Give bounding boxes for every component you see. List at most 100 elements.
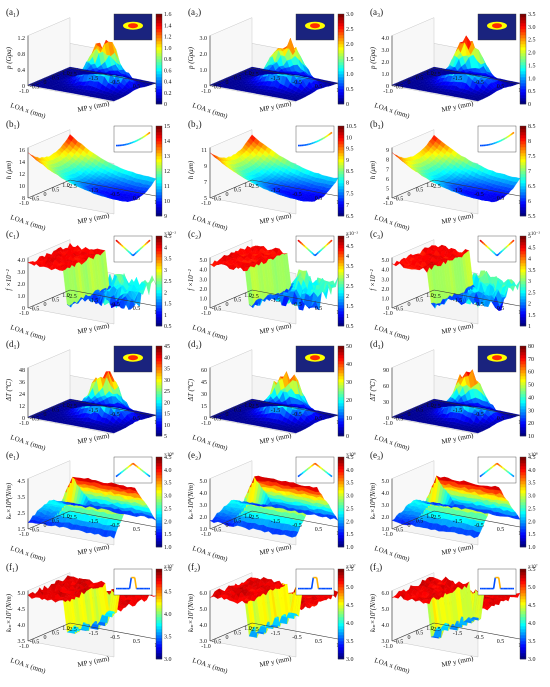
colorbar-segment (338, 272, 344, 276)
mp-tick-label: 0.5 (497, 306, 505, 312)
colorbar-segment (520, 68, 526, 72)
colorbar: 5.566.577.588.5 (519, 124, 536, 220)
colorbar-segment (338, 74, 344, 78)
mp-axis-line (69, 67, 157, 85)
colorbar-segment (338, 35, 344, 39)
inset-curve-segment (484, 244, 488, 247)
colorbar-segment (156, 135, 162, 139)
colorbar-segment (156, 162, 162, 166)
colorbar-segment (156, 400, 162, 404)
loa-tick-label: 0 (226, 192, 229, 198)
colorbar-segment (338, 156, 344, 160)
inset (113, 125, 153, 153)
colorbar-segment (338, 147, 344, 151)
colorbar-segment (520, 248, 526, 252)
loa-tick-label: -1.0 (201, 201, 211, 207)
inset-curve-segment (127, 250, 131, 254)
colorbar-segment (520, 281, 526, 285)
colorbar-tick-label: 35 (164, 367, 170, 373)
mp-tick-label: 0.5 (497, 84, 505, 90)
loa-tick-label: -0.5 (394, 85, 404, 91)
inset-curve-segment (495, 141, 498, 144)
z-tick-label: 4.0 (382, 36, 390, 42)
inset-curve-segment (496, 140, 500, 144)
colorbar-tick-label: 2.5 (528, 38, 536, 44)
colorbar-segment (520, 299, 526, 303)
colorbar-segment (156, 385, 162, 389)
mp-axis-label: MP y (mm) (259, 99, 293, 114)
colorbar-segment (338, 68, 344, 72)
inset-curve-segment (132, 253, 136, 257)
loa-tick-label: -0.5 (30, 197, 40, 203)
inset-curve-segment (309, 250, 313, 254)
colorbar-segment (520, 263, 526, 267)
loa-tick-label: 0.5 (52, 408, 60, 414)
colorbar-segment (156, 293, 162, 297)
inset-curve-segment (118, 242, 122, 246)
colorbar-segment (156, 260, 162, 264)
colorbar-tick-label: 1.5 (346, 57, 354, 63)
z-tick-label: 3.0 (200, 277, 208, 283)
inset-curve-segment (144, 242, 148, 246)
z-tick-label: 36 (19, 380, 25, 386)
loa-tick-label: -1.0 (383, 89, 393, 95)
colorbar-segment (520, 171, 526, 175)
inset-curve-segment (493, 251, 496, 255)
colorbar-segment (156, 430, 162, 434)
colorbar-tick-label: 40 (164, 355, 170, 361)
inset-curve-segment (324, 244, 328, 247)
colorbar-segment (156, 296, 162, 300)
inset-curve-segment (132, 140, 136, 144)
loa-tick-label: 0 (408, 192, 411, 198)
colorbar-tick-label: 2.0 (346, 42, 354, 48)
colorbar-segment (156, 14, 162, 18)
colorbar-segment (156, 165, 162, 169)
colorbar-segment (156, 284, 162, 288)
colorbar-segment (338, 168, 344, 172)
colorbar-tick-label: 3.5 (164, 257, 172, 263)
colorbar-segment (520, 198, 526, 202)
colorbar-tick-label: 6 (528, 199, 531, 205)
inset-curve-segment (122, 245, 126, 249)
z-tick-label: 9 (386, 148, 389, 154)
colorbar-segment (156, 421, 162, 425)
colorbar-segment (338, 207, 344, 211)
colorbar-segment (156, 20, 162, 24)
mp-tick-label: -0.5 (292, 80, 302, 86)
colorbar-tick-label: 4 (528, 257, 531, 263)
colorbar-tick-label: 1 (528, 324, 531, 330)
inset-curve-segment (503, 247, 507, 251)
colorbar-segment (338, 165, 344, 169)
colorbar-segment (520, 147, 526, 151)
colorbar-segment (338, 135, 344, 139)
loa-tick-label: 0 (44, 412, 47, 418)
colorbar-segment (156, 266, 162, 270)
mp-tick-label: -0.5 (292, 192, 302, 198)
colorbar: 0.511.522.533.544.5×10⁻² (155, 231, 176, 330)
colorbar-segment (338, 129, 344, 133)
colorbar-segment (338, 92, 344, 96)
mp-tick-label: -0.5 (110, 412, 120, 418)
z-tick-label: 2.0 (200, 287, 208, 293)
colorbar-segment (156, 138, 162, 142)
inset-curve-segment (493, 142, 496, 145)
colorbar-segment (156, 251, 162, 255)
colorbar-segment (156, 370, 162, 374)
colorbar-tick-label: 2.5 (346, 27, 354, 33)
colorbar-segment (338, 192, 344, 196)
loa-axis-label: LOA x (mm) (191, 101, 229, 120)
inset-curve-segment (321, 247, 325, 251)
colorbar-segment (156, 415, 162, 419)
colorbar-segment (156, 195, 162, 199)
colorbar-segment (338, 29, 344, 33)
colorbar-segment (156, 272, 162, 276)
colorbar-segment (156, 409, 162, 413)
loa-tick-label: -0.5 (394, 197, 404, 203)
colorbar-segment (156, 132, 162, 136)
z-tick-label: 3.0 (200, 36, 208, 42)
loa-tick-label: -0.5 (212, 85, 222, 91)
